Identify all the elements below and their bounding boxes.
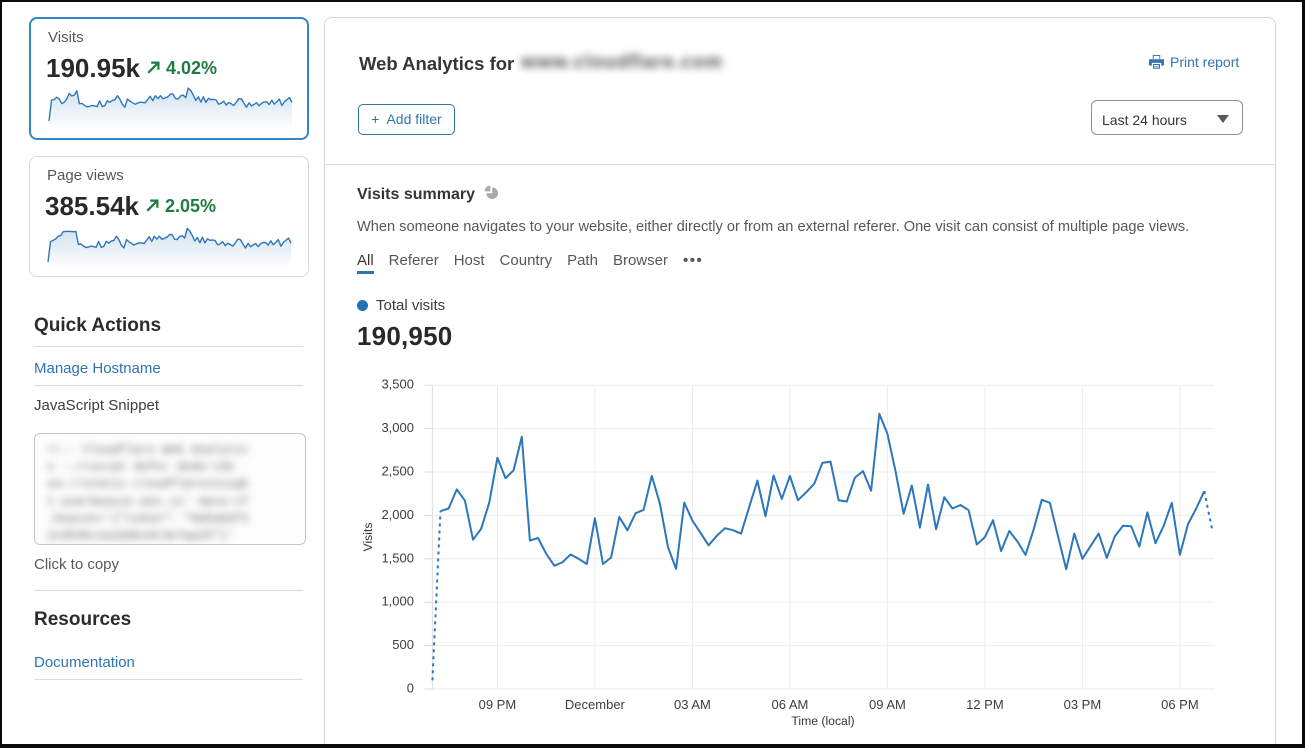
svg-text:3,000: 3,000 bbox=[381, 420, 414, 435]
svg-text:Visits: Visits bbox=[361, 523, 375, 552]
svg-text:2,500: 2,500 bbox=[381, 464, 414, 479]
svg-text:03 AM: 03 AM bbox=[674, 697, 711, 712]
svg-text:500: 500 bbox=[392, 637, 414, 652]
svg-text:1,500: 1,500 bbox=[381, 550, 414, 565]
svg-text:2,000: 2,000 bbox=[381, 507, 414, 522]
svg-text:Time (local): Time (local) bbox=[791, 714, 854, 728]
svg-text:December: December bbox=[565, 697, 626, 712]
svg-text:06 AM: 06 AM bbox=[771, 697, 808, 712]
svg-text:06 PM: 06 PM bbox=[1161, 697, 1199, 712]
svg-text:3,500: 3,500 bbox=[381, 377, 414, 392]
svg-text:12 PM: 12 PM bbox=[966, 697, 1004, 712]
svg-text:03 PM: 03 PM bbox=[1064, 697, 1102, 712]
svg-text:09 PM: 09 PM bbox=[479, 697, 517, 712]
svg-text:09 AM: 09 AM bbox=[869, 697, 906, 712]
svg-text:0: 0 bbox=[407, 681, 414, 696]
svg-text:1,000: 1,000 bbox=[381, 594, 414, 609]
